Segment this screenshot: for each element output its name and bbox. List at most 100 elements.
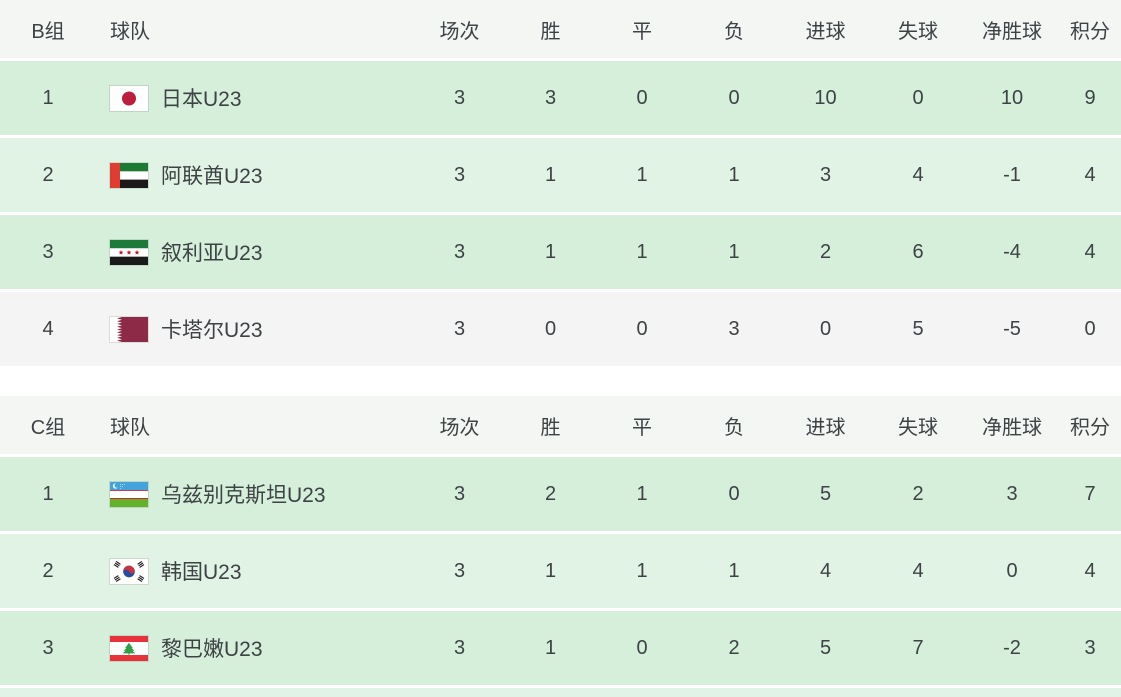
column-header-team: 球队 bbox=[110, 20, 150, 43]
won: 1 bbox=[544, 636, 557, 659]
won: 1 bbox=[544, 163, 557, 186]
column-header-won: 胜 bbox=[540, 416, 561, 439]
rank: 2 bbox=[42, 163, 54, 186]
played: 3 bbox=[453, 240, 466, 263]
played: 3 bbox=[453, 86, 466, 109]
uzbekistan-flag-icon bbox=[110, 481, 148, 507]
lost: 1 bbox=[728, 163, 740, 186]
column-header-goals-for: 进球 bbox=[805, 416, 846, 439]
points: 3 bbox=[1084, 636, 1096, 659]
team-name: 黎巴嫩U23 bbox=[161, 638, 263, 661]
drawn: 1 bbox=[636, 482, 648, 505]
goal-diff: 0 bbox=[1006, 559, 1018, 582]
played: 3 bbox=[453, 559, 466, 582]
team-name: 叙利亚U23 bbox=[161, 242, 263, 265]
drawn: 0 bbox=[636, 636, 648, 659]
goals-against: 7 bbox=[912, 636, 924, 659]
rank: 1 bbox=[42, 482, 54, 505]
rank: 3 bbox=[42, 636, 54, 659]
team-row-syria-u23[interactable]: 3 叙利亚U23 3 1 1 1 2 6 bbox=[0, 215, 1121, 289]
team-row-qatar-u23[interactable]: 4 卡塔尔U23 3 0 0 3 0 5 -5 0 bbox=[0, 292, 1121, 366]
uae-flag-icon bbox=[110, 162, 148, 188]
group-label: C组 bbox=[30, 416, 66, 439]
team-name: 卡塔尔U23 bbox=[161, 319, 263, 342]
team-row-japan-u23[interactable]: 1 日本U23 3 3 0 0 10 0 10 9 bbox=[0, 61, 1121, 135]
lost: 0 bbox=[728, 86, 740, 109]
goal-diff: 10 bbox=[1000, 86, 1024, 109]
points: 7 bbox=[1084, 482, 1096, 505]
team-name: 乌兹别克斯坦U23 bbox=[161, 484, 326, 507]
points: 4 bbox=[1084, 240, 1096, 263]
goals-against: 4 bbox=[912, 559, 924, 582]
team-name: 日本U23 bbox=[161, 88, 242, 111]
goals-for: 10 bbox=[814, 86, 837, 109]
rank: 1 bbox=[42, 86, 54, 109]
lost: 2 bbox=[728, 636, 740, 659]
drawn: 0 bbox=[636, 317, 648, 340]
column-header-drawn: 平 bbox=[632, 416, 652, 439]
column-header-team: 球队 bbox=[110, 416, 150, 439]
lost: 1 bbox=[728, 559, 740, 582]
column-header-goals-for: 进球 bbox=[805, 20, 846, 43]
goals-against: 2 bbox=[912, 482, 924, 505]
drawn: 1 bbox=[636, 559, 648, 582]
goal-diff: -2 bbox=[1003, 636, 1021, 659]
goals-for: 5 bbox=[819, 636, 832, 659]
rank: 2 bbox=[42, 559, 54, 582]
column-header-won: 胜 bbox=[540, 20, 561, 43]
goals-for: 5 bbox=[819, 482, 832, 505]
goals-for: 4 bbox=[819, 559, 832, 582]
goals-against: 6 bbox=[912, 240, 924, 263]
points: 4 bbox=[1084, 559, 1096, 582]
goal-diff: -5 bbox=[1003, 317, 1021, 340]
qatar-flag-icon bbox=[110, 316, 148, 342]
points: 0 bbox=[1084, 317, 1096, 340]
won: 0 bbox=[544, 317, 557, 340]
team-row-south-korea-u23[interactable]: 2 bbox=[0, 534, 1121, 608]
column-header-goals-against: 失球 bbox=[898, 20, 938, 43]
won: 1 bbox=[544, 240, 557, 263]
goals-for: 3 bbox=[819, 163, 832, 186]
played: 3 bbox=[453, 636, 466, 659]
column-header-drawn: 平 bbox=[632, 20, 652, 43]
played: 3 bbox=[453, 482, 466, 505]
lost: 1 bbox=[728, 240, 740, 263]
group-b-table: B组 球队 场次 胜 平 负 进球 失球 净胜球 积分 1 日本U23 3 3 … bbox=[0, 0, 1121, 366]
column-header-goal-diff: 净胜球 bbox=[982, 416, 1042, 439]
goal-diff: 3 bbox=[1006, 482, 1018, 505]
won: 2 bbox=[544, 482, 557, 505]
won: 3 bbox=[544, 86, 557, 109]
column-header-played: 场次 bbox=[439, 416, 480, 439]
next-row-partial bbox=[0, 688, 1121, 697]
team-name: 阿联酋U23 bbox=[161, 165, 263, 188]
team-row-uae-u23[interactable]: 2 阿联酋U23 3 1 1 1 3 4 -1 4 bbox=[0, 138, 1121, 212]
lebanon-flag-icon bbox=[110, 635, 148, 661]
rank: 4 bbox=[42, 317, 54, 340]
column-header-goals-against: 失球 bbox=[898, 416, 938, 439]
goals-for: 0 bbox=[819, 317, 832, 340]
column-header-played: 场次 bbox=[439, 20, 480, 43]
goals-for: 2 bbox=[819, 240, 832, 263]
goals-against: 5 bbox=[912, 317, 924, 340]
goal-diff: -4 bbox=[1003, 240, 1021, 263]
group-c-table: C组 球队 场次 胜 平 负 进球 失球 净胜球 积分 1 bbox=[0, 396, 1121, 697]
lost: 3 bbox=[728, 317, 740, 340]
points: 4 bbox=[1084, 163, 1096, 186]
played: 3 bbox=[453, 163, 466, 186]
team-row-lebanon-u23[interactable]: 3 黎巴嫩U23 3 1 0 2 5 bbox=[0, 611, 1121, 685]
won: 1 bbox=[544, 559, 557, 582]
group-b-header-row: B组 球队 场次 胜 平 负 进球 失球 净胜球 积分 bbox=[0, 0, 1121, 58]
column-header-lost: 负 bbox=[724, 20, 744, 43]
column-header-points: 积分 bbox=[1070, 416, 1110, 439]
drawn: 0 bbox=[636, 86, 648, 109]
goal-diff: -1 bbox=[1003, 163, 1021, 186]
drawn: 1 bbox=[636, 240, 648, 263]
played: 3 bbox=[453, 317, 466, 340]
team-name: 韩国U23 bbox=[161, 561, 242, 584]
goals-against: 0 bbox=[912, 86, 924, 109]
lost: 0 bbox=[728, 482, 740, 505]
group-c-header-row: C组 球队 场次 胜 平 负 进球 失球 净胜球 积分 bbox=[0, 396, 1121, 454]
team-row-uzbekistan-u23[interactable]: 1 乌兹别克斯坦U23 bbox=[0, 457, 1121, 531]
column-header-points: 积分 bbox=[1070, 20, 1110, 43]
